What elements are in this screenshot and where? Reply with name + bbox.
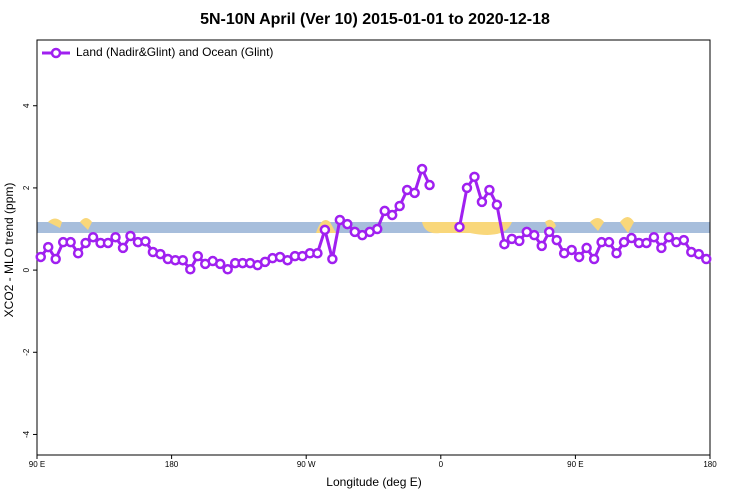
data-point (543, 226, 555, 238)
data-point (588, 253, 600, 265)
data-point (102, 237, 114, 249)
data-point (110, 231, 121, 243)
data-point (87, 231, 99, 243)
data-point (185, 264, 196, 275)
data-point (491, 199, 503, 211)
x-tick-label: 180 (703, 460, 717, 469)
data-point (386, 209, 398, 221)
data-point (342, 218, 353, 230)
data-point (701, 253, 712, 265)
plot-frame (36, 39, 711, 456)
x-tick-label: 0 (439, 460, 444, 469)
data-point (678, 234, 690, 246)
data-point (192, 250, 204, 262)
x-tick-label: 90 E (29, 460, 45, 469)
data-point (35, 251, 46, 263)
data-point (155, 248, 166, 260)
data-point (50, 253, 61, 265)
data-point (72, 248, 84, 259)
legend-marker (50, 47, 62, 59)
data-point (693, 248, 705, 260)
data-point (222, 264, 233, 275)
land-patch (48, 217, 634, 235)
data-point (409, 187, 420, 199)
y-tick-label: 2 (22, 185, 31, 190)
data-point (536, 240, 547, 252)
data-point (626, 232, 637, 244)
data-point (416, 163, 428, 175)
chart-title: 5N-10N April (Ver 10) 2015-01-01 to 2020… (200, 11, 550, 28)
x-tick-label: 90 W (297, 460, 316, 469)
data-point (319, 224, 331, 236)
data-point (603, 236, 615, 248)
data-point (282, 254, 293, 266)
data-point (424, 179, 435, 191)
series-line (39, 164, 708, 272)
y-tick-label: -2 (22, 348, 31, 356)
data-point (499, 238, 510, 250)
data-point (42, 241, 54, 253)
data-point (461, 182, 473, 194)
data-point (125, 230, 136, 242)
data-point (484, 184, 495, 196)
data-point (394, 200, 405, 212)
x-axis-label: Longitude (deg E) (326, 475, 421, 489)
data-point (80, 237, 91, 249)
data-point (663, 231, 675, 243)
data-point (611, 248, 622, 259)
data-point (551, 234, 562, 246)
x-tick-label: 180 (165, 460, 179, 469)
data-point (469, 171, 480, 183)
x-tick-label: 90 E (567, 460, 583, 469)
y-axis-label: XCO2 - MLO trend (ppm) (2, 183, 16, 318)
data-point (177, 254, 189, 266)
data-point (514, 235, 525, 247)
data-point (327, 253, 338, 265)
data-point (529, 229, 540, 241)
y-tick-label: 0 (22, 267, 31, 272)
data-point (566, 244, 577, 256)
data-point (379, 205, 390, 217)
data-point (140, 236, 151, 247)
y-tick-label: -4 (22, 430, 31, 438)
data-point (581, 242, 592, 254)
data-point (65, 236, 76, 248)
data-point (476, 196, 488, 208)
data-point (656, 242, 667, 254)
data-point (648, 231, 660, 243)
data-point (334, 214, 346, 226)
data-point (573, 251, 585, 263)
data-point (371, 223, 383, 235)
data-point (117, 242, 129, 254)
data-point (641, 237, 652, 249)
data-point (312, 248, 323, 259)
data-point (454, 221, 465, 233)
y-tick-label: 4 (22, 103, 31, 108)
data-point (214, 258, 226, 270)
data-point (618, 236, 630, 248)
legend-label: Land (Nadir&Glint) and Ocean (Glint) (76, 45, 273, 59)
